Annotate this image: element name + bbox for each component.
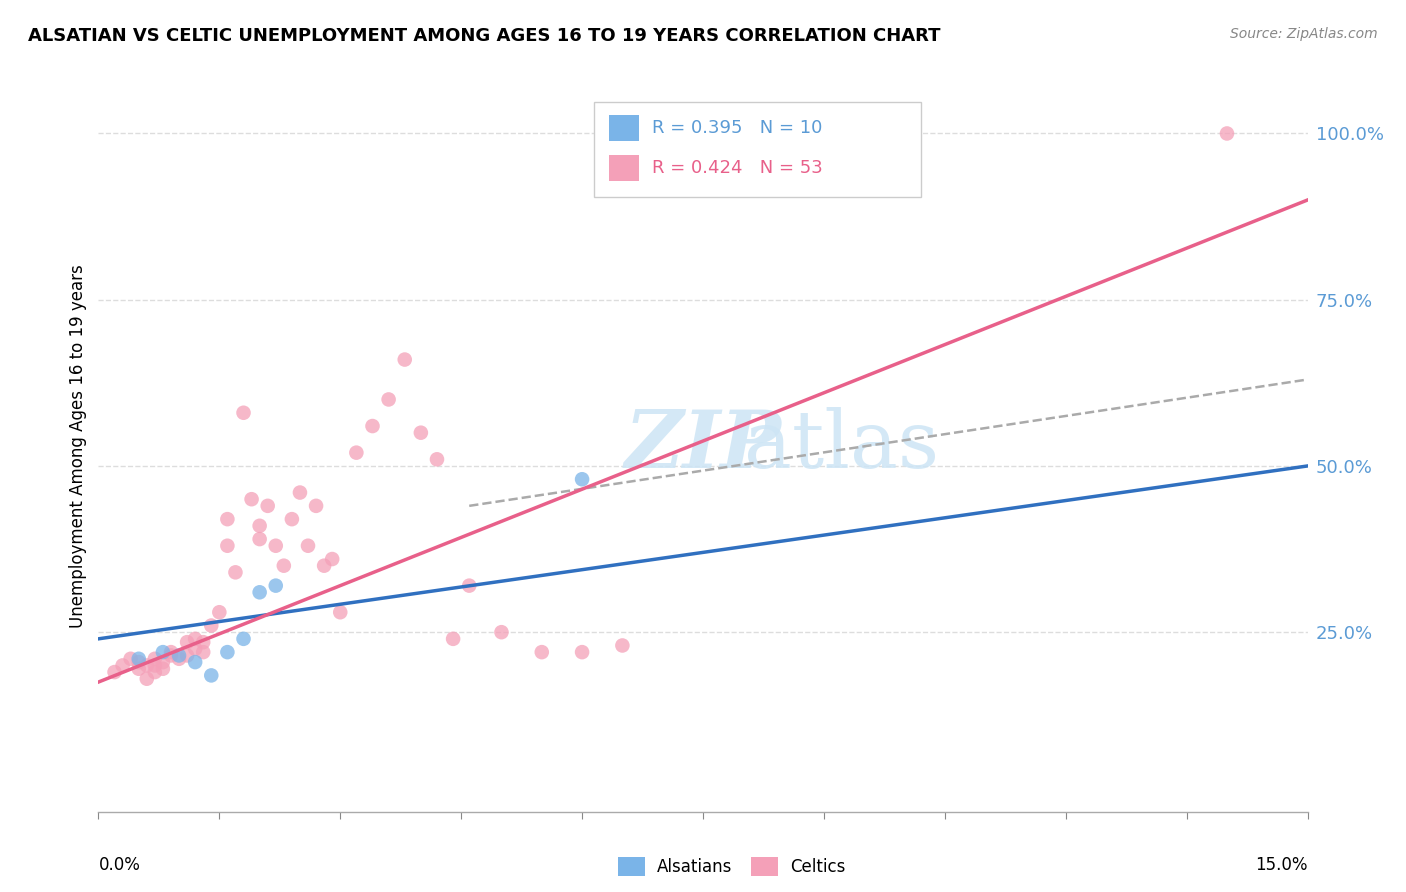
Bar — [751, 857, 778, 876]
Point — [208, 605, 231, 619]
Text: ZIP: ZIP — [624, 408, 782, 484]
Point — [249, 518, 271, 533]
Point — [530, 645, 553, 659]
Point — [441, 632, 464, 646]
Point — [256, 499, 278, 513]
Point — [1216, 127, 1239, 141]
Text: Source: ZipAtlas.com: Source: ZipAtlas.com — [1230, 27, 1378, 41]
Point — [264, 539, 287, 553]
Text: ALSATIAN VS CELTIC UNEMPLOYMENT AMONG AGES 16 TO 19 YEARS CORRELATION CHART: ALSATIAN VS CELTIC UNEMPLOYMENT AMONG AG… — [28, 27, 941, 45]
Point — [571, 645, 593, 659]
Point — [217, 512, 239, 526]
Point — [184, 632, 207, 646]
Text: atlas: atlas — [745, 407, 939, 485]
Text: R = 0.424   N = 53: R = 0.424 N = 53 — [652, 159, 823, 177]
Point — [184, 641, 207, 656]
Point — [103, 665, 125, 679]
Point — [128, 662, 150, 676]
Point — [224, 566, 246, 580]
Point — [297, 539, 319, 553]
Point — [135, 658, 157, 673]
Point — [249, 532, 271, 546]
Point — [344, 445, 367, 459]
Point — [167, 648, 190, 663]
Point — [240, 492, 263, 507]
Text: 0.0%: 0.0% — [98, 855, 141, 873]
Point — [232, 406, 254, 420]
Point — [571, 472, 593, 486]
Point — [143, 652, 166, 666]
Bar — [619, 857, 645, 876]
Point — [143, 658, 166, 673]
Point — [200, 668, 222, 682]
Text: 15.0%: 15.0% — [1256, 855, 1308, 873]
Point — [152, 655, 174, 669]
Text: Alsatians: Alsatians — [657, 857, 733, 876]
Point — [288, 485, 311, 500]
Point — [314, 558, 336, 573]
Point — [120, 652, 142, 666]
Point — [612, 639, 634, 653]
Point — [111, 658, 134, 673]
Y-axis label: Unemployment Among Ages 16 to 19 years: Unemployment Among Ages 16 to 19 years — [69, 264, 87, 628]
FancyBboxPatch shape — [595, 103, 921, 197]
Point — [321, 552, 343, 566]
Point — [128, 652, 150, 666]
Point — [217, 645, 239, 659]
Point — [249, 585, 271, 599]
Point — [232, 632, 254, 646]
Point — [176, 648, 198, 663]
Point — [160, 648, 183, 663]
Point — [128, 655, 150, 669]
Point — [273, 558, 295, 573]
Text: Celtics: Celtics — [790, 857, 845, 876]
Point — [217, 539, 239, 553]
Point — [184, 655, 207, 669]
Point — [152, 645, 174, 659]
Point — [193, 645, 215, 659]
Point — [143, 665, 166, 679]
Point — [377, 392, 399, 407]
Point — [281, 512, 304, 526]
Point — [394, 352, 416, 367]
Point — [458, 579, 481, 593]
Bar — [609, 115, 638, 141]
Point — [167, 652, 190, 666]
Point — [176, 635, 198, 649]
Point — [426, 452, 449, 467]
Point — [409, 425, 432, 440]
Point — [200, 618, 222, 632]
Point — [193, 635, 215, 649]
Point — [135, 672, 157, 686]
Point — [329, 605, 352, 619]
Point — [305, 499, 328, 513]
Point — [160, 645, 183, 659]
Point — [491, 625, 513, 640]
Point — [361, 419, 384, 434]
Bar — [609, 155, 638, 181]
Point — [264, 579, 287, 593]
Text: R = 0.395   N = 10: R = 0.395 N = 10 — [652, 119, 823, 136]
Point — [152, 662, 174, 676]
